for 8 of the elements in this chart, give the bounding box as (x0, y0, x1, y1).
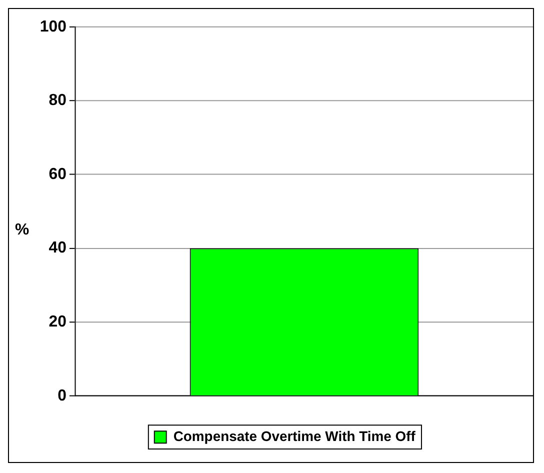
y-tick-label: 0 (58, 387, 67, 404)
y-tick-label: 100 (40, 18, 67, 36)
legend-label: Compensate Overtime With Time Off (173, 428, 416, 444)
y-tick-label: 20 (48, 313, 67, 330)
y-tick-label: 60 (48, 166, 67, 183)
y-axis-title: % (14, 221, 30, 238)
y-tick-label: 80 (48, 92, 67, 110)
y-tick-label: 40 (48, 240, 67, 257)
